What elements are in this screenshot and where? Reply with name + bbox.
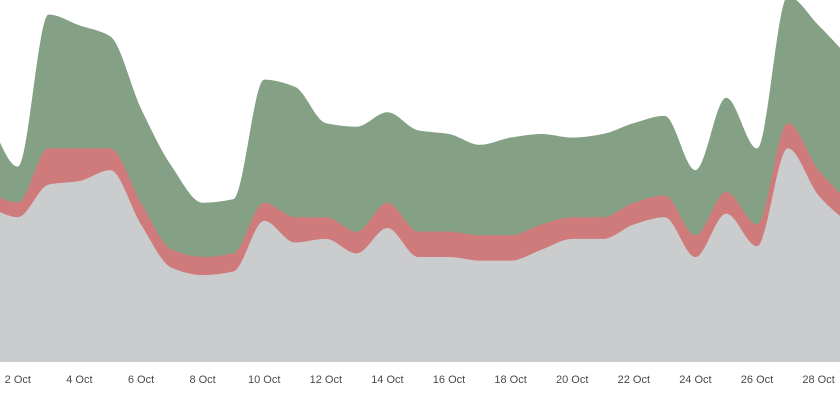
x-tick-label: 6 Oct (128, 374, 154, 386)
area-series-1 (0, 148, 840, 362)
x-tick-label: 14 Oct (371, 374, 403, 386)
x-tick-label: 24 Oct (679, 374, 711, 386)
x-tick-label: 12 Oct (310, 374, 342, 386)
x-tick-label: 10 Oct (248, 374, 280, 386)
x-tick-label: 4 Oct (66, 374, 92, 386)
x-tick-label: 22 Oct (618, 374, 650, 386)
x-tick-label: 8 Oct (189, 374, 215, 386)
x-tick-label: 18 Oct (494, 374, 526, 386)
x-tick-label: 26 Oct (741, 374, 773, 386)
x-tick-label: 20 Oct (556, 374, 588, 386)
x-tick-label: 2 Oct (5, 374, 31, 386)
x-tick-label: 28 Oct (802, 374, 834, 386)
x-axis: 2 Oct 4 Oct 6 Oct 8 Oct 10 Oct 12 Oct 14 Oct 16… (5, 374, 835, 386)
x-tick-label: 16 Oct (433, 374, 465, 386)
plot-area (0, 0, 840, 362)
